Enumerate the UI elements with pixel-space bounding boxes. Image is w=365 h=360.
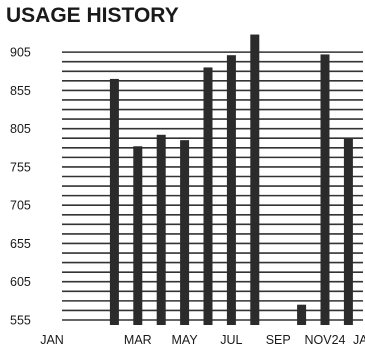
y-tick-label-905: 905 <box>10 46 31 60</box>
y-tick-label-805: 805 <box>10 122 31 136</box>
bar-aug <box>250 34 260 325</box>
y-axis-tick-labels: 555 605 655 705 755 805 855 905 <box>10 46 31 328</box>
x-tick-label-may: MAY <box>172 333 199 347</box>
bars <box>109 34 353 326</box>
bar-may <box>180 140 190 325</box>
chart-title: USAGE HISTORY <box>6 4 179 27</box>
y-tick-label-755: 755 <box>10 160 31 174</box>
bar-nov24 <box>320 54 330 326</box>
x-tick-label-sep: SEP <box>266 333 291 347</box>
x-tick-label-jan: JAN <box>40 333 64 347</box>
y-tick-label-655: 655 <box>10 237 31 251</box>
y-tick-label-555: 555 <box>10 314 31 328</box>
y-tick-label-855: 855 <box>10 84 31 98</box>
bar-jun <box>203 67 213 325</box>
x-axis-tick-labels: JAN MAR MAY JUL SEP NOV24 JAN25 <box>40 333 365 347</box>
x-tick-label-nov24: NOV24 <box>305 333 346 347</box>
x-tick-label-jan25: JAN25 <box>353 333 365 347</box>
x-tick-label-mar: MAR <box>124 333 152 347</box>
bar-mar <box>133 146 143 325</box>
bar-apr <box>156 134 166 325</box>
bar-feb <box>109 78 119 325</box>
bar-oct <box>297 304 307 325</box>
y-tick-label-705: 705 <box>10 199 31 213</box>
bar-dec <box>343 138 353 325</box>
y-tick-label-605: 605 <box>10 275 31 289</box>
x-tick-label-jul: JUL <box>220 333 242 347</box>
bar-jul <box>226 55 236 325</box>
